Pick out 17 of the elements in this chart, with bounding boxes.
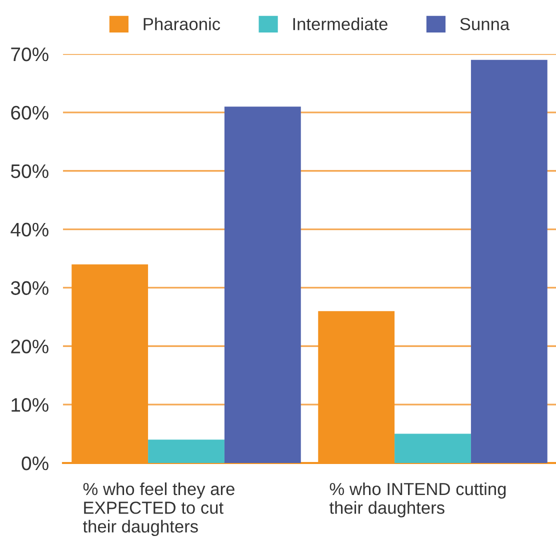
y-tick-label: 30% <box>10 281 48 295</box>
y-tick-label: 40% <box>10 222 48 237</box>
legend-label: Intermediate <box>293 17 388 30</box>
y-tick-label: 10% <box>12 398 48 412</box>
legend-label: Pharaonic <box>144 17 220 30</box>
y-tick-label: 70% <box>11 47 48 62</box>
y-tick-label: 50% <box>10 164 48 178</box>
x-tick-label: % who INTEND cutting their daughters <box>329 482 506 518</box>
y-tick-label: 0% <box>22 456 48 470</box>
x-tick-label: % who feel they are EXPECTED to cut their daughters <box>82 482 234 536</box>
y-tick-label: 20% <box>11 340 48 354</box>
bar <box>394 434 471 463</box>
y-tick-label: 60% <box>11 106 48 120</box>
bar <box>224 106 301 463</box>
bar <box>470 60 548 463</box>
bar <box>148 440 224 463</box>
legend-label: Sunna <box>460 18 510 30</box>
